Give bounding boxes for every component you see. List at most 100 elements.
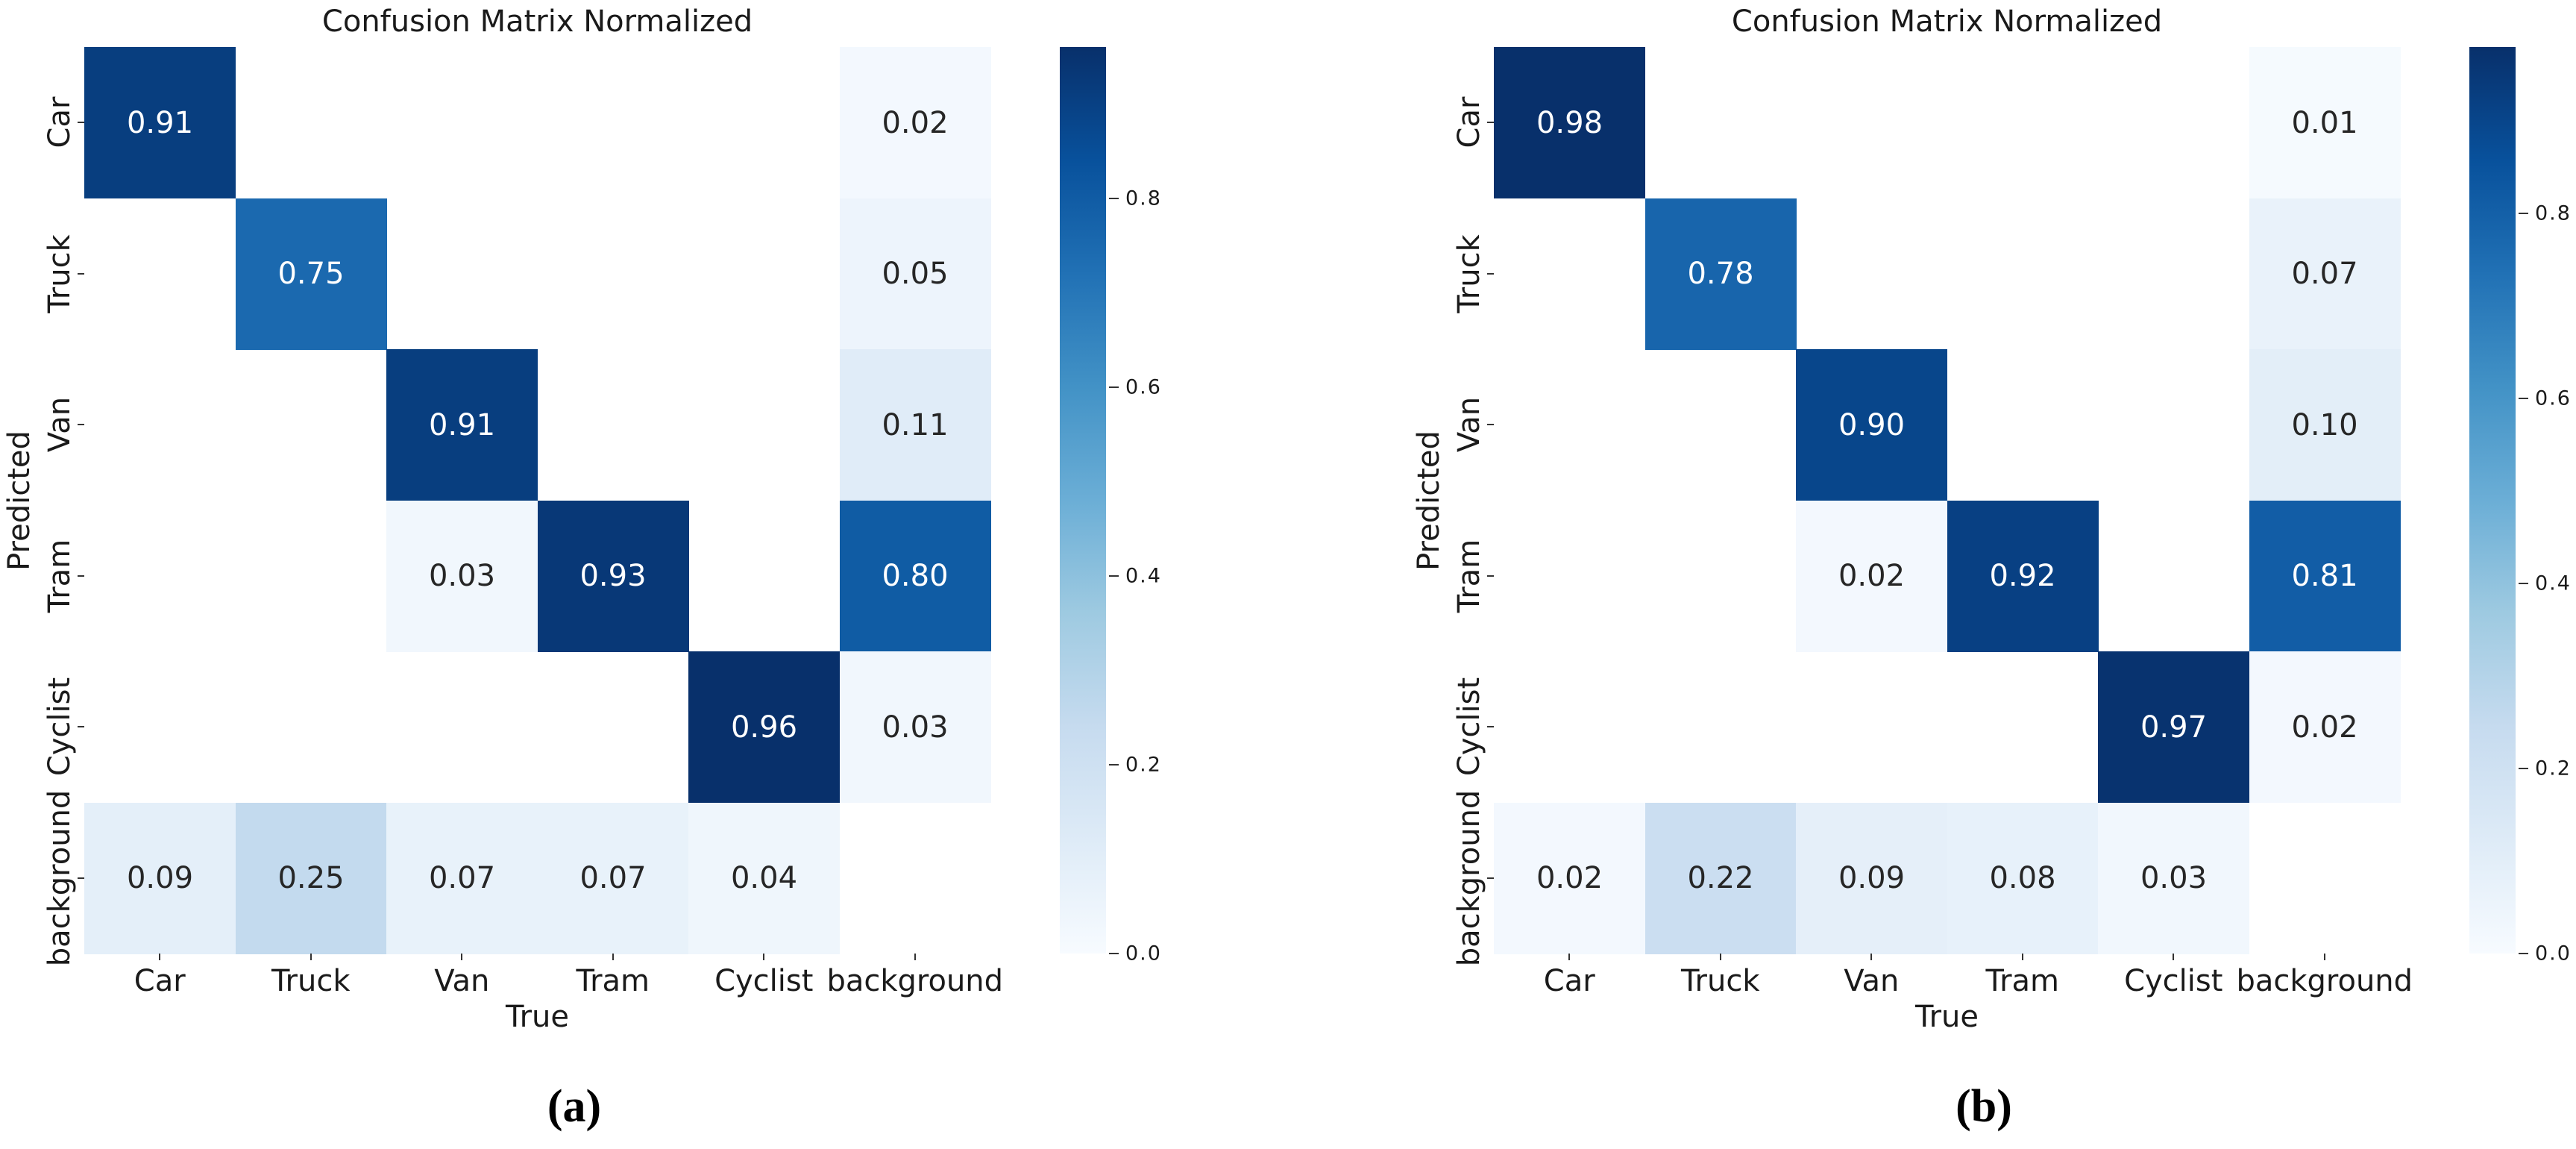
x-tick-label-tram: Tram <box>1985 964 2059 998</box>
colorbar-tick-label: 0.0 <box>2535 942 2572 965</box>
x-tick-label-cyclist: Cyclist <box>714 964 814 998</box>
heatmap-cell: 0.10 <box>2249 349 2401 501</box>
cell-value: 0.09 <box>126 861 194 895</box>
y-tick-mark <box>1487 877 1494 879</box>
colorbar <box>1060 47 1106 954</box>
x-tick-mark <box>612 954 614 960</box>
y-tick-label-text: Cyclist <box>1452 677 1486 777</box>
heatmap-cell: 0.04 <box>688 802 840 954</box>
x-tick-mark <box>914 954 916 960</box>
heatmap-cell: 0.09 <box>84 802 236 954</box>
x-tick-mark <box>1870 954 1873 960</box>
chart-title: Confusion Matrix Normalized <box>321 4 753 39</box>
cell-value: 0.11 <box>882 407 949 442</box>
heatmap-cell: 0.98 <box>1494 47 1645 198</box>
cell-value: 0.05 <box>882 257 949 291</box>
heatmap-cell: 0.02 <box>2249 651 2401 803</box>
x-tick-mark <box>763 954 765 960</box>
cell-value: 0.98 <box>1536 105 1603 140</box>
colorbar-tick-label: 0.8 <box>2535 201 2572 225</box>
colorbar-tick-mark <box>2519 213 2528 215</box>
colorbar-tick-mark <box>2519 398 2528 400</box>
y-tick-label-text: Truck <box>43 234 77 313</box>
y-tick-label-text: Van <box>1452 397 1486 453</box>
y-tick-label-text: Car <box>43 96 77 148</box>
cell-value: 0.01 <box>2291 105 2358 140</box>
y-tick-label-text: background <box>43 789 77 967</box>
heatmap-cell: 0.96 <box>688 651 840 803</box>
chart-title: Confusion Matrix Normalized <box>1731 4 2163 39</box>
heatmap-cell: 0.07 <box>537 802 689 954</box>
x-tick-label-car: Car <box>133 964 186 998</box>
heatmap-cell: 0.02 <box>1796 500 1947 652</box>
colorbar-tick-mark <box>1109 763 1119 766</box>
colorbar-tick-mark <box>1109 574 1119 577</box>
x-tick-label-truck: Truck <box>271 964 351 998</box>
x-tick-label-background: background <box>2236 964 2413 998</box>
x-tick-label-tram: Tram <box>576 964 650 998</box>
x-tick-mark <box>461 954 463 960</box>
colorbar-tick-label: 0.6 <box>2535 386 2572 410</box>
x-axis-title: True <box>1915 1000 1979 1034</box>
colorbar-tick-label: 0.2 <box>1125 753 1162 777</box>
cell-value: 0.91 <box>428 407 496 442</box>
y-axis-title-text: Predicted <box>2 430 37 571</box>
x-tick-label-van: Van <box>1844 964 1900 998</box>
y-tick-mark <box>78 272 84 275</box>
heatmap-cell: 0.75 <box>235 198 387 350</box>
cell-value: 0.80 <box>882 559 949 593</box>
heatmap-cell: 0.91 <box>84 47 236 198</box>
heatmap-cell: 0.92 <box>1947 500 2099 652</box>
heatmap-cell: 0.05 <box>839 198 991 350</box>
colorbar-tick-label: 0.8 <box>1125 187 1162 210</box>
colorbar-tick-mark <box>1109 953 1119 954</box>
heatmap-cell: 0.25 <box>235 802 387 954</box>
heatmap-cell: 0.78 <box>1644 198 1797 350</box>
panel-b: Confusion Matrix Normalized 0.98 0.01 0.78 0… <box>1410 0 2576 1149</box>
cell-value: 0.04 <box>730 861 798 895</box>
y-tick-mark <box>78 424 84 426</box>
colorbar-tick-mark <box>1109 197 1119 199</box>
cell-value: 0.03 <box>428 559 496 593</box>
cell-value: 0.07 <box>579 861 647 895</box>
colorbar-tick-mark <box>2519 583 2528 585</box>
cell-value: 0.90 <box>1838 407 1906 442</box>
colorbar-tick-label: 0.4 <box>1125 564 1162 588</box>
cell-value: 0.78 <box>1687 257 1754 291</box>
x-tick-label-car: Car <box>1543 964 1595 998</box>
colorbar-tick-mark <box>1109 386 1119 388</box>
x-axis-title: True <box>506 1000 569 1034</box>
y-tick-mark <box>1487 122 1494 124</box>
colorbar-tick-label: 0.2 <box>2535 757 2572 780</box>
x-tick-label-cyclist: Cyclist <box>2124 964 2223 998</box>
x-tick-label-van: Van <box>434 964 490 998</box>
colorbar-tick-label: 0.6 <box>1125 375 1162 399</box>
cell-value: 0.97 <box>2140 710 2208 745</box>
heatmap-cell: 0.97 <box>2098 651 2249 803</box>
heatmap-cell: 0.08 <box>1947 802 2099 954</box>
y-tick-mark <box>78 122 84 124</box>
cell-value: 0.75 <box>277 257 345 291</box>
heatmap-cell: 0.91 <box>386 349 538 501</box>
x-tick-label-truck: Truck <box>1680 964 1760 998</box>
heatmap-cell: 0.07 <box>386 802 538 954</box>
x-tick-mark <box>310 954 312 960</box>
cell-value: 0.92 <box>1989 559 2056 593</box>
y-tick-label-text: Tram <box>1452 539 1486 613</box>
y-tick-mark <box>1487 272 1494 275</box>
heatmap-cell: 0.03 <box>2098 802 2249 954</box>
cell-value: 0.10 <box>2291 407 2358 442</box>
y-tick-mark <box>78 726 84 728</box>
cell-value: 0.02 <box>2291 710 2358 745</box>
cell-value: 0.02 <box>882 105 949 140</box>
cell-value: 0.03 <box>2140 861 2208 895</box>
cell-value: 0.03 <box>882 710 949 745</box>
cell-value: 0.25 <box>277 861 345 895</box>
heatmap-cell: 0.03 <box>386 500 538 652</box>
x-tick-mark <box>1719 954 1721 960</box>
y-tick-mark <box>1487 574 1494 577</box>
y-tick-label-text: Van <box>43 397 77 453</box>
x-tick-mark <box>2173 954 2175 960</box>
y-tick-label-text: Car <box>1452 96 1486 148</box>
